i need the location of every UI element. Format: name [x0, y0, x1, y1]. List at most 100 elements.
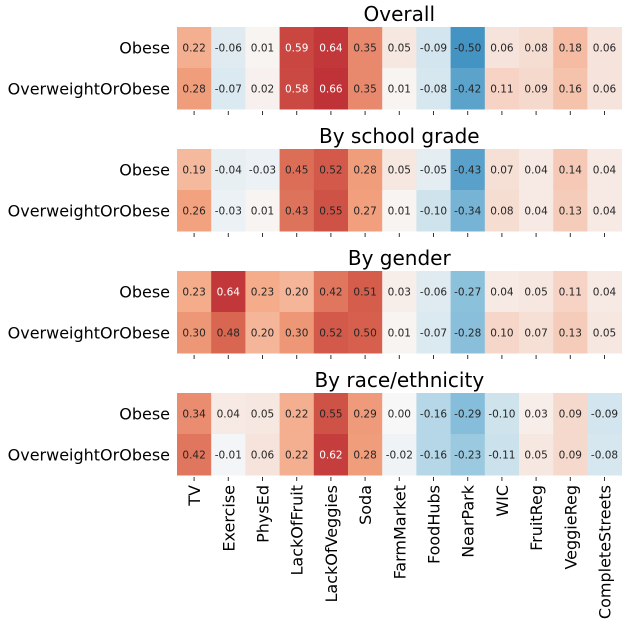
heatmap-cell — [553, 312, 588, 354]
cell-value-label: 0.07 — [524, 328, 547, 340]
heatmap-cell — [450, 271, 486, 313]
cell-value-label: 0.04 — [217, 409, 241, 421]
cell-value-label: 0.20 — [251, 328, 274, 340]
heatmap-cell — [245, 190, 281, 232]
cell-value-label: 0.42 — [182, 450, 205, 462]
cell-value-label: 0.45 — [285, 165, 308, 177]
row-label: Obese — [119, 283, 170, 302]
heatmap-cell — [416, 312, 452, 354]
heatmap-cell — [211, 434, 246, 476]
cell-value-label: -0.27 — [454, 287, 481, 299]
heatmap-cell — [587, 68, 622, 110]
panel-title: By school grade — [319, 124, 480, 148]
column-label: LackOfVeggies — [322, 485, 341, 603]
heatmap-cell — [450, 393, 486, 435]
heatmap-cell — [348, 312, 383, 354]
cell-value-label: 0.11 — [559, 287, 582, 299]
row-label: OverweightOrObese — [8, 202, 170, 221]
heatmap-cell — [313, 271, 349, 313]
cell-value-label: 0.08 — [524, 43, 547, 55]
column-label: PhysEd — [254, 485, 273, 543]
heatmap-cell — [587, 312, 622, 354]
panel-title: By gender — [348, 246, 452, 270]
column-label: Exercise — [219, 485, 238, 552]
heatmap-cell — [519, 271, 554, 313]
heatmap-cell — [519, 68, 554, 110]
heatmap-cell — [484, 190, 520, 232]
cell-value-label: -0.07 — [215, 84, 242, 96]
heatmap-cell — [587, 393, 622, 435]
cell-value-label: 0.01 — [388, 206, 411, 218]
column-label: FarmMarket — [390, 485, 409, 579]
heatmap-cell — [519, 149, 554, 191]
heatmap-cell — [553, 434, 588, 476]
heatmap-panel: By race/ethnicity Obese 0.34 0.04 0.05 0.22 0.… — [8, 368, 622, 481]
cell-value-label: -0.01 — [215, 450, 242, 462]
cell-value-label: 0.55 — [319, 409, 342, 421]
column-label: NearPark — [459, 484, 478, 558]
row-label: Obese — [119, 405, 170, 424]
cell-value-label: -0.07 — [420, 328, 447, 340]
heatmap-cell — [211, 149, 246, 191]
cell-value-label: 0.26 — [182, 206, 206, 218]
cell-value-label: -0.09 — [420, 43, 447, 55]
cell-value-label: 0.05 — [524, 450, 547, 462]
cell-value-label: -0.06 — [420, 287, 447, 299]
cell-value-label: 0.27 — [353, 206, 376, 218]
row-label: Obese — [119, 161, 170, 180]
cell-value-label: 0.03 — [388, 287, 411, 299]
heatmap-panel: By school grade Obese 0.19 -0.04 -0.03 0.45 0.… — [8, 124, 622, 237]
cell-value-label: -0.23 — [454, 450, 481, 462]
cell-value-label: 0.50 — [353, 328, 376, 340]
heatmap-cell — [348, 393, 383, 435]
heatmap-cell — [587, 271, 622, 313]
cell-value-label: -0.34 — [454, 206, 481, 218]
cell-value-label: 0.04 — [524, 165, 548, 177]
cell-value-label: 0.03 — [524, 409, 547, 421]
cell-value-label: 0.34 — [182, 409, 206, 421]
heatmap-cell — [211, 27, 246, 69]
heatmap-cell — [587, 27, 622, 69]
cell-value-label: 0.06 — [593, 84, 617, 96]
heatmap-cell — [211, 271, 246, 313]
cell-value-label: 0.48 — [217, 328, 240, 340]
cell-value-label: 0.14 — [559, 165, 583, 177]
heatmap-cell — [450, 68, 486, 110]
cell-value-label: 0.01 — [388, 84, 411, 96]
cell-value-label: 0.30 — [285, 328, 308, 340]
cell-value-label: 0.02 — [251, 84, 274, 96]
cell-value-label: 0.04 — [524, 206, 548, 218]
heatmap-cell — [450, 190, 486, 232]
heatmap-cell — [416, 190, 452, 232]
heatmap-cell — [279, 393, 315, 435]
heatmap-cell — [245, 434, 281, 476]
heatmap-cell — [245, 312, 281, 354]
column-label: FoodHubs — [425, 485, 444, 564]
heatmap-cell — [313, 149, 349, 191]
cell-value-label: 0.43 — [285, 206, 308, 218]
heatmap-cell — [484, 271, 520, 313]
cell-value-label: 0.05 — [388, 43, 411, 55]
heatmap-cell — [313, 190, 349, 232]
cell-value-label: 0.09 — [559, 450, 582, 462]
cell-value-label: 0.28 — [353, 165, 376, 177]
cell-value-label: 0.19 — [182, 165, 205, 177]
heatmap-cell — [382, 393, 417, 435]
heatmap-cell — [279, 312, 315, 354]
column-label: WIC — [493, 485, 512, 517]
heatmap-cell — [348, 434, 383, 476]
heatmap-cell — [177, 149, 212, 191]
cell-value-label: -0.08 — [591, 450, 618, 462]
cell-value-label: 0.51 — [353, 287, 376, 299]
cell-value-label: 0.29 — [353, 409, 376, 421]
heatmap-cell — [313, 393, 349, 435]
cell-value-label: 0.09 — [524, 84, 547, 96]
heatmap-cell — [416, 393, 452, 435]
heatmap-cell — [279, 27, 315, 69]
cell-value-label: 0.04 — [593, 165, 617, 177]
cell-value-label: -0.43 — [454, 165, 481, 177]
heatmap-cell — [416, 68, 452, 110]
heatmap-cell — [279, 271, 315, 313]
column-label: CompleteStreets — [596, 485, 615, 619]
heatmap-cell — [450, 312, 486, 354]
